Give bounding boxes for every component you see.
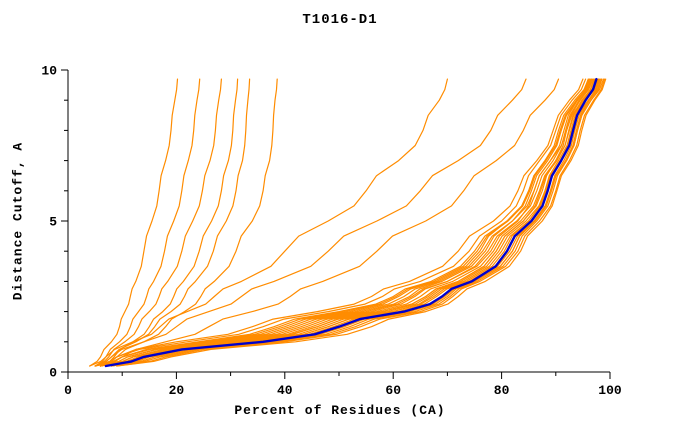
model-curve [116, 78, 606, 367]
chart-title: T1016-D1 [302, 12, 378, 28]
model-curve [94, 78, 527, 367]
y-tick-label: 0 [49, 366, 57, 381]
x-tick-label: 60 [385, 383, 401, 398]
model-curve [110, 78, 605, 367]
model-curve [94, 78, 222, 367]
model-curve [105, 78, 598, 367]
x-tick-label: 0 [64, 383, 72, 398]
model-curve [89, 78, 448, 367]
x-tick-label: 80 [494, 383, 510, 398]
highlight-curve [104, 77, 598, 368]
x-tick-label: 40 [277, 383, 293, 398]
model-curve [94, 78, 587, 367]
model-curve [99, 78, 278, 367]
model-curve [89, 78, 179, 367]
model-curve [99, 78, 239, 367]
model-curve [94, 78, 584, 367]
model-curve [94, 78, 251, 367]
model-curve [94, 78, 589, 367]
x-axis-label: Percent of Residues (CA) [234, 403, 446, 418]
model-curve [94, 78, 201, 367]
y-tick-label: 10 [41, 64, 57, 79]
model-curve [99, 78, 590, 367]
model-curve [99, 78, 592, 367]
x-tick-label: 20 [169, 383, 185, 398]
model-curve [99, 78, 560, 367]
y-tick-label: 5 [49, 215, 57, 230]
model-curve [99, 78, 596, 367]
model-curve [99, 78, 593, 367]
model-curve [116, 78, 607, 367]
model-curve [94, 78, 591, 367]
x-tick-label: 100 [598, 383, 622, 398]
